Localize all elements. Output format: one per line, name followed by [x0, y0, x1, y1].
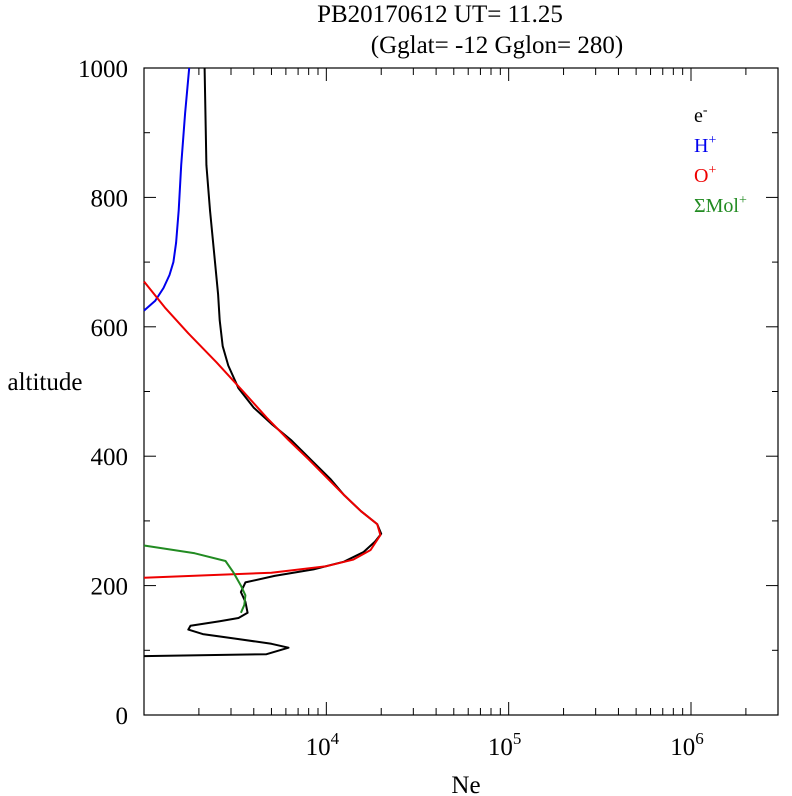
series-line-electrons — [143, 67, 383, 658]
x-axis: 104 105 106 — [143, 68, 779, 761]
x-tick-label: 106 — [670, 729, 704, 761]
y-axis: 0 200 400 600 800 1000 — [78, 56, 778, 730]
y-tick-label: 200 — [91, 574, 129, 601]
x-tick-label: 104 — [306, 729, 340, 761]
legend-entry-electrons: e- — [694, 103, 708, 127]
legend-entry-oxygen: O+ — [694, 163, 716, 187]
y-tick-label: 1000 — [78, 56, 128, 83]
y-tick-label: 0 — [116, 703, 129, 730]
x-tick-label: 105 — [488, 729, 522, 761]
x-axis-label: Ne — [451, 772, 480, 796]
legend-entry-hydrogen: H+ — [694, 133, 716, 157]
y-tick-label: 600 — [91, 315, 129, 342]
chart-title: PB20170612 UT= 11.25 — [317, 1, 563, 28]
legend: e- H+ O+ ΣMol+ — [694, 103, 747, 217]
series-line-oxygen — [143, 280, 382, 579]
series-lines — [143, 67, 383, 658]
series-line-molecular — [143, 544, 247, 614]
series-line-hydrogen — [143, 67, 191, 312]
legend-entry-molecular: ΣMol+ — [694, 193, 747, 217]
y-tick-label: 800 — [91, 185, 129, 212]
chart-subtitle: (Gglat= -12 Gglon= 280) — [371, 32, 623, 59]
y-tick-label: 400 — [91, 444, 129, 471]
y-axis-label: altitude — [8, 369, 83, 396]
